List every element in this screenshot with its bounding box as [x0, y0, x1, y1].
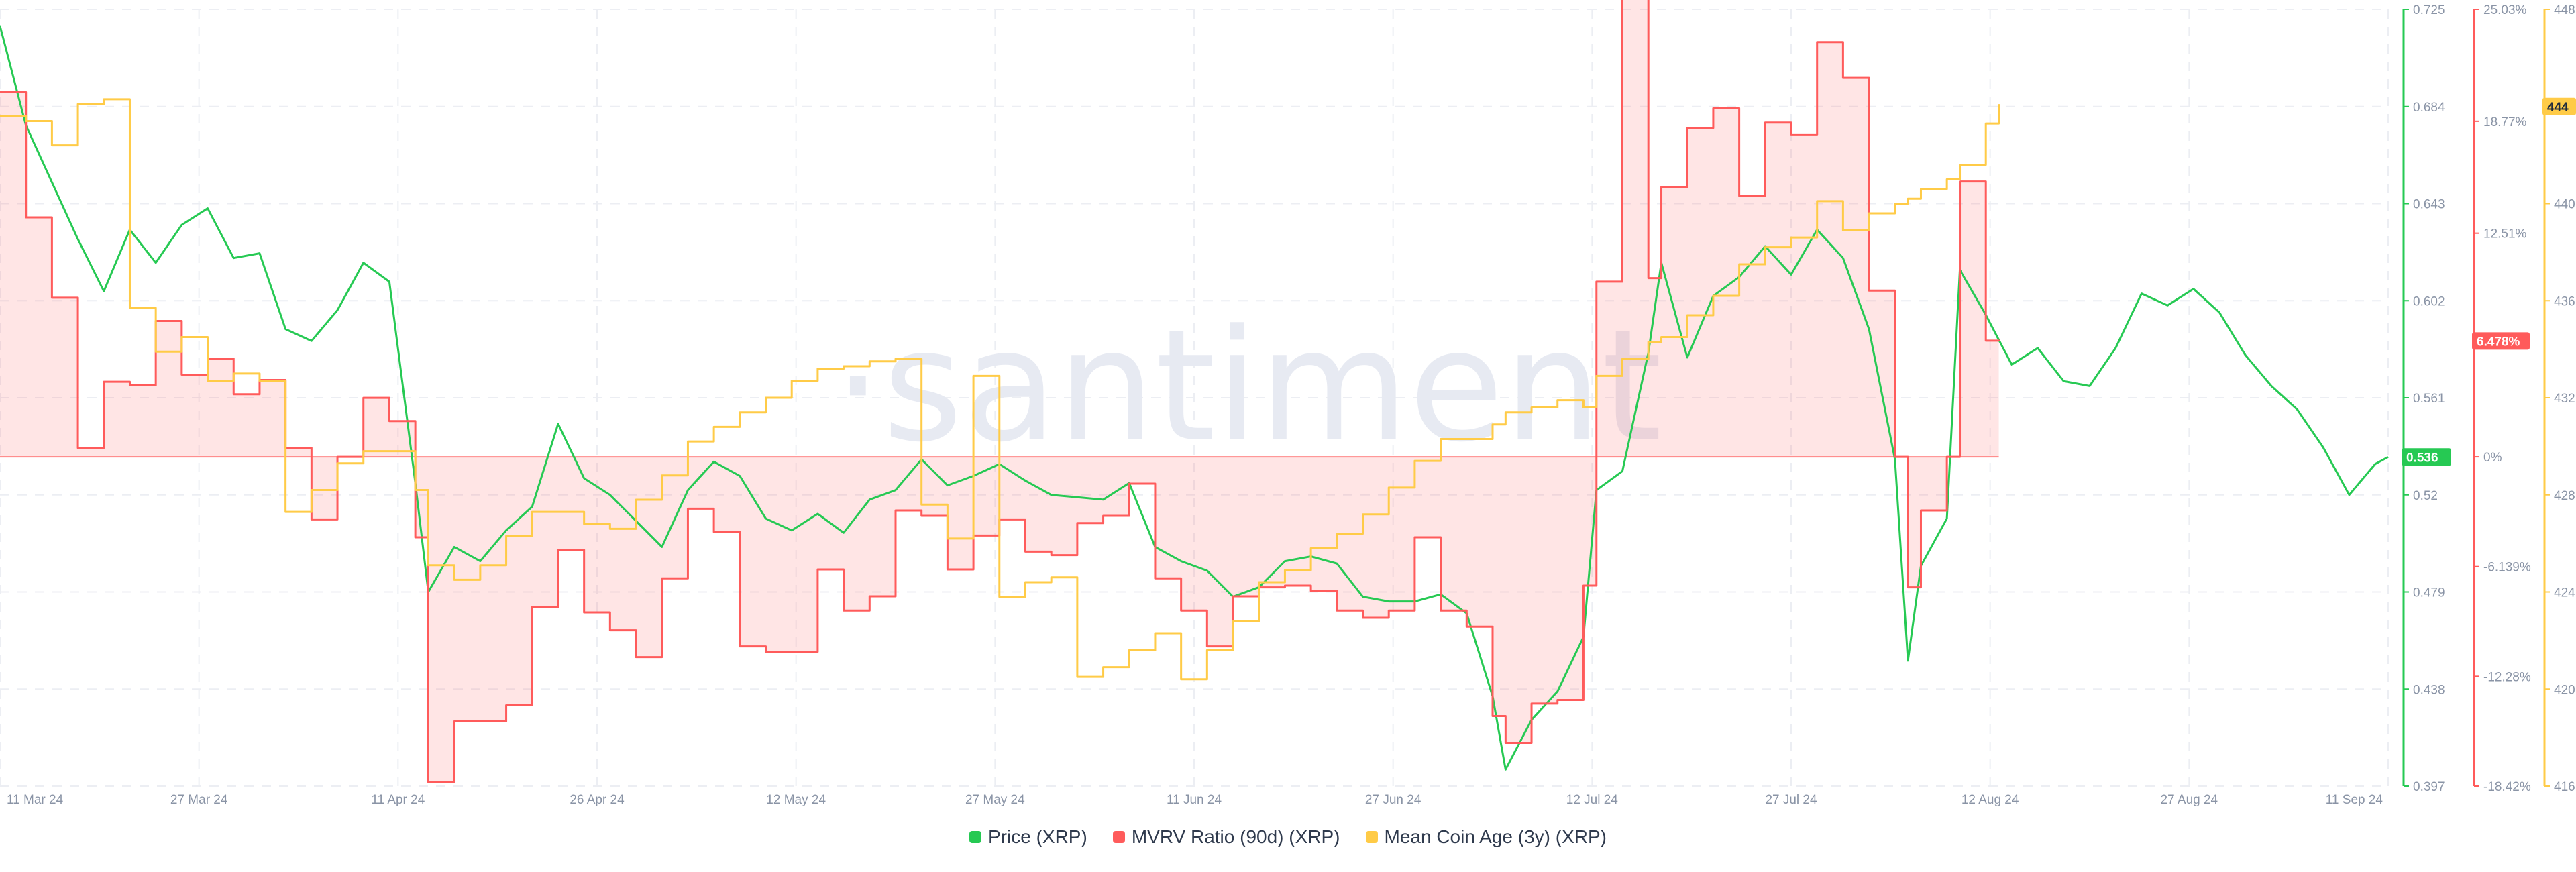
x-axis-ticks: 11 Mar 24 27 Mar 24 11 Apr 24 26 Apr 24 12 M… [7, 793, 2383, 807]
price-axis-tick-label: 0.684 [2413, 101, 2445, 115]
mvrv-area [0, 0, 1999, 783]
legend-item-mvrv[interactable]: MVRV Ratio (90d) (XRP) [1112, 826, 1340, 848]
legend-swatch-price [969, 831, 982, 843]
x-axis-tick-label: 11 Apr 24 [371, 793, 425, 807]
x-axis-tick-label: 12 Jul 24 [1566, 793, 1619, 807]
mvrv-axis-tick-label: -6.139% [2483, 561, 2531, 575]
legend-label-mca: Mean Coin Age (3y) (XRP) [1384, 826, 1607, 847]
mvrv-axis-tick-label: 25.03% [2483, 3, 2527, 17]
mca-axis-tick-label: 424 [2554, 586, 2575, 600]
x-axis-tick-label: 26 Apr 24 [570, 793, 625, 807]
x-axis-tick-label: 11 Mar 24 [7, 793, 64, 807]
mvrv-axis-tick-label: -12.28% [2483, 670, 2531, 684]
series-mvrv-line [0, 0, 2000, 783]
price-axis-tick-label: 0.561 [2413, 392, 2445, 406]
price-current-badge [2402, 448, 2451, 466]
x-axis-tick-label: 27 May 24 [965, 793, 1025, 807]
mvrv-current-value: 6.478% [2477, 335, 2520, 349]
mca-axis-tick-label: 416 [2554, 780, 2575, 794]
current-value-badges: 0.536 6.478% 444 [2402, 97, 2576, 466]
legend: Price (XRP) MVRV Ratio (90d) (XRP) Mean Co… [0, 826, 2576, 848]
legend-item-price[interactable]: Price (XRP) [969, 826, 1087, 848]
x-axis-tick-label: 12 May 24 [766, 793, 826, 807]
series-mca-line [0, 98, 2000, 681]
mvrv-area-fill [0, 0, 1999, 783]
mca-current-badge [2542, 97, 2576, 115]
mca-axis-tick-label: 436 [2554, 294, 2575, 309]
legend-swatch-mvrv [1112, 831, 1125, 843]
x-axis-tick-label: 12 Aug 24 [1962, 793, 2019, 807]
price-axis-tick-label: 0.725 [2413, 3, 2445, 17]
price-current-value: 0.536 [2406, 451, 2438, 465]
legend-label-mvrv: MVRV Ratio (90d) (XRP) [1131, 826, 1340, 847]
mca-axis-tick-label: 440 [2554, 198, 2575, 212]
x-axis-tick-label: 27 Aug 24 [2161, 793, 2218, 807]
mca-axis-tick-label: 432 [2554, 392, 2575, 406]
mca-axis-tick-label: 420 [2554, 683, 2575, 697]
price-axis-tick-label: 0.479 [2413, 586, 2445, 600]
legend-item-mca[interactable]: Mean Coin Age (3y) (XRP) [1365, 826, 1607, 848]
price-axis-tick-label: 0.643 [2413, 198, 2445, 212]
mca-axis-tick-label: 448 [2554, 3, 2575, 17]
mvrv-axis-tick-label: 18.77% [2483, 115, 2527, 129]
mvrv-axis-tick-label: 0% [2483, 451, 2502, 465]
x-axis-tick-label: 11 Jun 24 [1167, 793, 1222, 807]
mvrv-current-badge [2472, 332, 2530, 350]
legend-swatch-mca [1365, 831, 1378, 843]
price-axis-tick-label: 0.602 [2413, 294, 2445, 309]
price-axis-tick-label: 0.397 [2413, 780, 2445, 794]
x-axis-tick-label: 27 Jul 24 [1765, 793, 1817, 807]
watermark: ·santiment [833, 297, 1662, 476]
x-axis-tick-label: 27 Mar 24 [170, 793, 228, 807]
grid [0, 9, 2389, 787]
mvrv-axis-tick-label: 12.51% [2483, 227, 2527, 241]
mca-current-value: 444 [2547, 101, 2569, 115]
mvrv-axis-tick-label: -18.42% [2483, 780, 2531, 794]
x-axis-tick-label: 11 Sep 24 [2326, 793, 2383, 807]
axes: 0.725 0.684 0.643 0.602 0.561 0.52 0.479 0.438 0… [2402, 3, 2575, 794]
legend-label-price: Price (XRP) [988, 826, 1087, 847]
x-axis-tick-label: 27 Jun 24 [1365, 793, 1421, 807]
price-axis-tick-label: 0.438 [2413, 683, 2445, 697]
mca-axis-tick-label: 428 [2554, 489, 2575, 503]
series-lines [0, 0, 2389, 783]
price-axis-tick-label: 0.52 [2413, 489, 2438, 503]
